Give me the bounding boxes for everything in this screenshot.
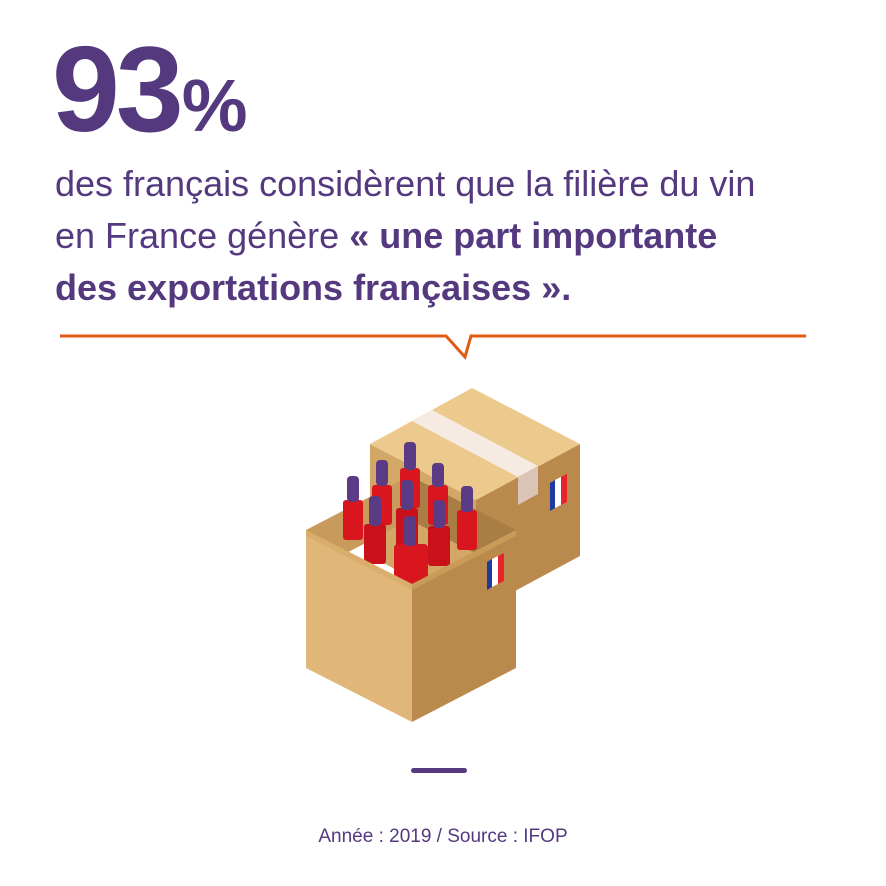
headline-stat: 93% (52, 28, 248, 150)
stat-percent-sign: % (181, 64, 248, 147)
french-flag-icon (550, 474, 567, 511)
wine-box-icon (306, 442, 516, 722)
description-line-2-bold: « une part importante (349, 215, 718, 256)
french-flag-icon (487, 553, 504, 590)
description-line-2: en France génère « une part importante (55, 210, 855, 262)
description-line-2-plain: en France génère (55, 215, 350, 256)
stat-number: 93 (52, 21, 184, 157)
stat-description: des français considèrent que la filière … (55, 158, 855, 314)
source-caption: Année : 2019 / Source : IFOP (318, 826, 568, 847)
description-line-3: des exportations françaises ». (55, 267, 572, 308)
description-line-1: des français considèrent que la filière … (55, 163, 756, 204)
decorative-divider-bar (411, 768, 467, 773)
